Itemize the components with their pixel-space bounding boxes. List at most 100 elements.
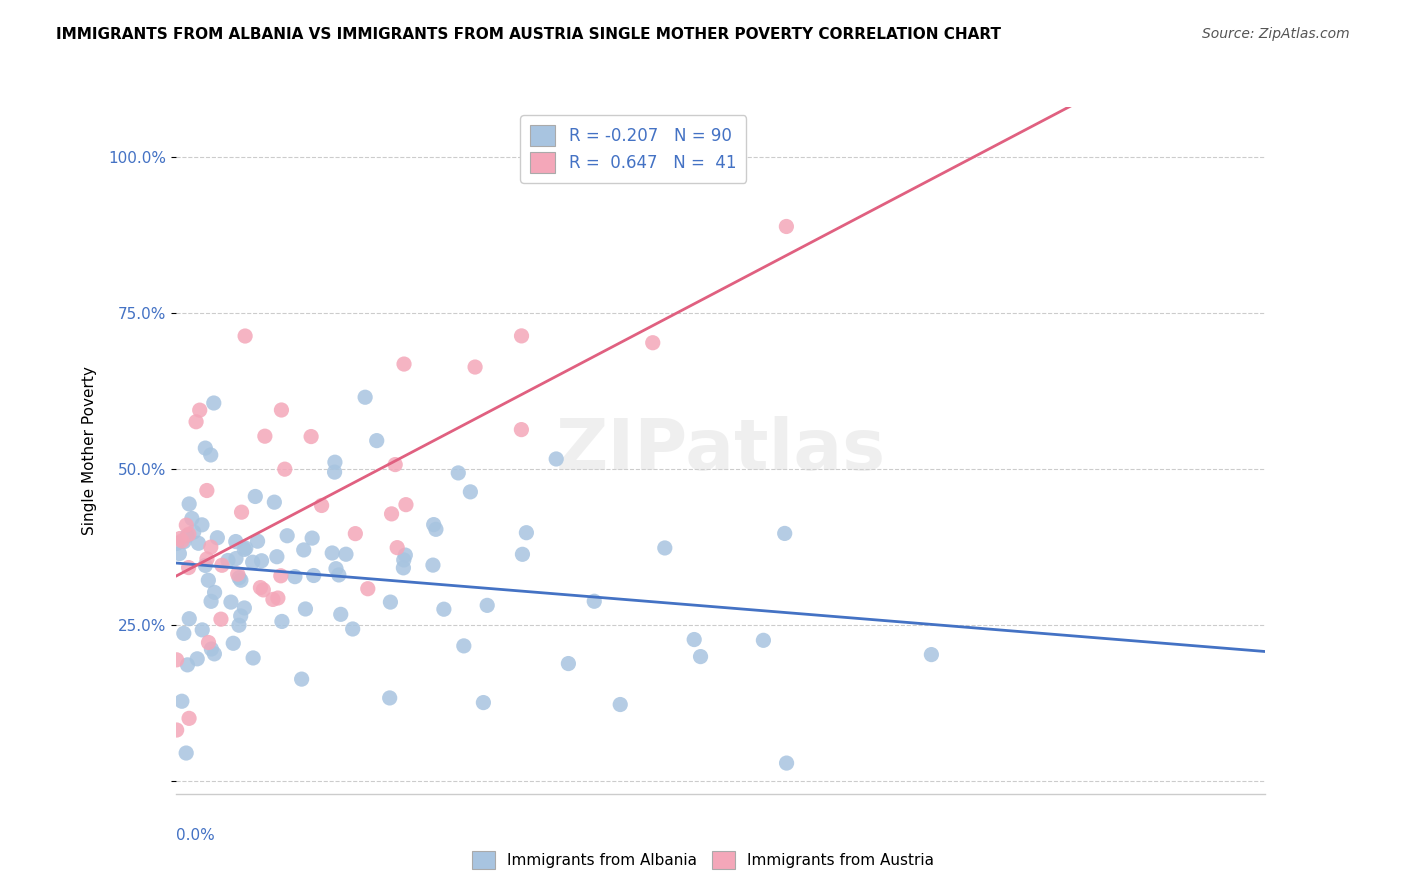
Point <box>387 541 409 555</box>
Point <box>166 723 188 737</box>
Point <box>335 547 357 561</box>
Point <box>392 561 415 575</box>
Point <box>384 458 406 472</box>
Point <box>229 609 252 624</box>
Point <box>515 525 537 540</box>
Point <box>194 441 217 455</box>
Point <box>378 690 401 705</box>
Point <box>394 548 416 562</box>
Point <box>180 511 202 525</box>
Point <box>242 651 264 665</box>
Point <box>433 602 456 616</box>
Point <box>194 558 217 573</box>
Point <box>380 507 402 521</box>
Point <box>453 639 475 653</box>
Point <box>179 612 201 626</box>
Point <box>176 529 198 543</box>
Point <box>228 571 250 585</box>
Point <box>170 694 193 708</box>
Point <box>266 549 288 564</box>
Point <box>233 329 256 343</box>
Point <box>546 452 568 467</box>
Point <box>195 483 218 498</box>
Point <box>173 534 195 549</box>
Point <box>422 517 444 532</box>
Point <box>225 551 247 566</box>
Point <box>225 534 247 549</box>
Point <box>233 542 256 557</box>
Point <box>184 415 207 429</box>
Point <box>294 602 316 616</box>
Point <box>510 329 533 343</box>
Point <box>233 601 256 615</box>
Point <box>276 529 298 543</box>
Point <box>226 567 249 582</box>
Point <box>197 635 219 649</box>
Point <box>274 462 297 476</box>
Point <box>228 618 250 632</box>
Point <box>425 522 447 536</box>
Text: IMMIGRANTS FROM ALBANIA VS IMMIGRANTS FROM AUSTRIA SINGLE MOTHER POVERTY CORRELA: IMMIGRANTS FROM ALBANIA VS IMMIGRANTS FR… <box>56 27 1001 42</box>
Point <box>200 594 222 608</box>
Point <box>200 540 222 554</box>
Point <box>325 562 347 576</box>
Point <box>229 573 252 587</box>
Point <box>683 632 706 647</box>
Point <box>177 527 200 541</box>
Point <box>392 553 415 567</box>
Point <box>299 429 322 443</box>
Point <box>217 553 239 567</box>
Point <box>169 547 191 561</box>
Point <box>366 434 388 448</box>
Point <box>342 622 364 636</box>
Point <box>460 484 482 499</box>
Point <box>284 569 307 583</box>
Point <box>263 495 285 509</box>
Point <box>253 429 276 443</box>
Point <box>329 607 352 622</box>
Point <box>775 756 797 770</box>
Point <box>311 499 333 513</box>
Point <box>202 396 225 410</box>
Point <box>357 582 380 596</box>
Point <box>188 403 211 417</box>
Point <box>250 554 273 568</box>
Point <box>202 647 225 661</box>
Point <box>195 552 218 566</box>
Point <box>641 335 664 350</box>
Point <box>170 533 193 548</box>
Point <box>775 219 797 234</box>
Point <box>512 547 534 561</box>
Point <box>262 592 284 607</box>
Point <box>245 490 267 504</box>
Point <box>166 536 188 550</box>
Text: ZIPatlas: ZIPatlas <box>555 416 886 485</box>
Point <box>557 657 579 671</box>
Point <box>200 448 222 462</box>
Point <box>422 558 444 573</box>
Point <box>302 568 325 582</box>
Point <box>323 465 346 479</box>
Point <box>242 555 264 569</box>
Point <box>231 505 253 519</box>
Point <box>176 657 198 672</box>
Point <box>249 581 271 595</box>
Point <box>472 696 495 710</box>
Point <box>169 532 191 546</box>
Point <box>222 636 245 650</box>
Point <box>609 698 631 712</box>
Point <box>477 599 499 613</box>
Point <box>689 649 711 664</box>
Point <box>270 569 292 583</box>
Point <box>583 594 606 608</box>
Point <box>464 359 486 374</box>
Point <box>200 642 222 657</box>
Point <box>392 357 415 371</box>
Point <box>380 595 402 609</box>
Point <box>191 623 214 637</box>
Point <box>328 568 350 582</box>
Point <box>323 455 346 469</box>
Point <box>447 466 470 480</box>
Point <box>177 560 200 574</box>
Point <box>271 615 294 629</box>
